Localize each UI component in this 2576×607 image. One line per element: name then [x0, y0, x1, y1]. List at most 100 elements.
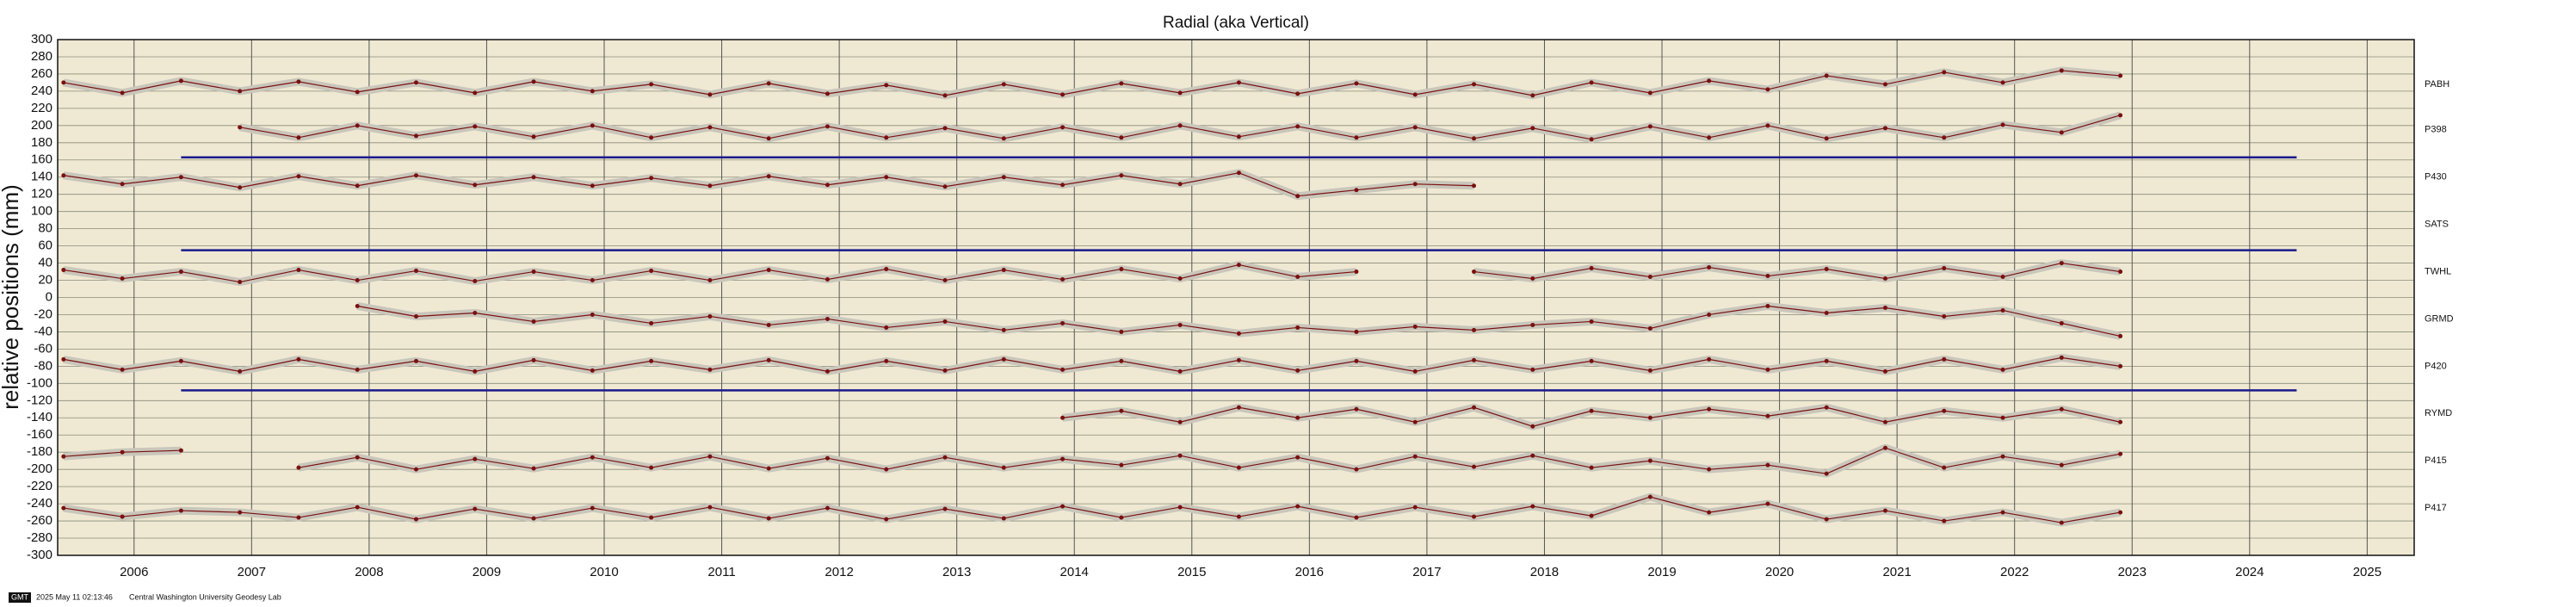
data-point: [1882, 82, 1887, 87]
data-point: [1119, 358, 1124, 363]
data-point: [1647, 124, 1652, 129]
data-point: [1589, 358, 1594, 363]
data-point: [1472, 183, 1477, 189]
data-point: [1530, 424, 1535, 429]
data-point: [1942, 356, 1947, 362]
x-tick-label: 2018: [1530, 565, 1559, 579]
data-point: [1707, 135, 1712, 140]
x-tick-label: 2010: [590, 565, 618, 579]
data-point: [61, 454, 66, 459]
data-point: [2118, 333, 2123, 338]
data-point: [355, 90, 360, 95]
data-point: [1177, 505, 1183, 510]
logo: GMT: [11, 592, 28, 601]
data-point: [473, 310, 478, 315]
data-point: [1647, 325, 1652, 331]
data-point: [1824, 267, 1829, 272]
data-point: [296, 515, 301, 520]
y-tick-label: -280: [27, 530, 53, 545]
data-point: [1942, 313, 1947, 319]
data-point: [414, 517, 419, 522]
data-point: [61, 356, 66, 362]
data-point: [1412, 92, 1418, 97]
data-point: [2000, 454, 2005, 459]
data-point: [238, 89, 243, 94]
data-point: [1177, 276, 1183, 282]
data-point: [766, 516, 771, 521]
data-point: [1119, 81, 1124, 86]
data-point: [1001, 136, 1006, 141]
data-point: [1354, 329, 1359, 334]
data-point: [1236, 465, 1241, 470]
data-point: [1236, 357, 1241, 362]
station-label: GRMD: [2425, 313, 2454, 324]
station-label: P415: [2425, 455, 2447, 466]
data-point: [531, 466, 536, 471]
y-tick-label: 300: [31, 32, 53, 46]
data-point: [120, 276, 125, 282]
data-point: [1119, 329, 1124, 334]
x-tick-label: 2019: [1647, 565, 1676, 579]
data-point: [1177, 419, 1183, 424]
data-point: [531, 269, 536, 275]
data-point: [825, 455, 830, 461]
data-point: [590, 123, 595, 128]
data-point: [1354, 406, 1359, 412]
station-label: P417: [2425, 503, 2447, 513]
data-point: [531, 79, 536, 84]
y-tick-label: -40: [34, 324, 53, 338]
data-point: [825, 316, 830, 321]
data-point: [884, 83, 889, 88]
data-point: [1119, 408, 1124, 413]
data-point: [1824, 358, 1829, 363]
data-point: [1882, 508, 1887, 513]
data-point: [1119, 462, 1124, 468]
data-point: [355, 367, 360, 372]
data-point: [1707, 356, 1712, 362]
data-point: [1824, 405, 1829, 410]
data-point: [1530, 322, 1535, 327]
data-point: [2118, 363, 2123, 369]
data-point: [1647, 275, 1652, 280]
data-point: [355, 183, 360, 189]
data-point: [2059, 320, 2064, 325]
data-point: [473, 369, 478, 374]
data-point: [1472, 514, 1477, 519]
logo-box: [9, 592, 31, 603]
data-point: [1236, 405, 1241, 410]
x-tick-label: 2017: [1412, 565, 1441, 579]
data-point: [1119, 515, 1124, 520]
data-point: [2118, 113, 2123, 118]
data-point: [2000, 307, 2005, 313]
y-tick-label: -240: [27, 496, 53, 511]
data-point: [1589, 408, 1594, 413]
data-point: [1060, 183, 1066, 188]
data-point: [1530, 453, 1535, 458]
x-tick-label: 2021: [1882, 565, 1911, 579]
data-point: [1001, 175, 1006, 180]
data-point: [942, 184, 948, 189]
data-point: [884, 467, 889, 472]
data-point: [1589, 266, 1594, 271]
data-point: [1354, 135, 1359, 140]
data-point: [2000, 275, 2005, 280]
y-tick-label: 240: [31, 84, 53, 98]
data-point: [1882, 445, 1887, 450]
data-point: [414, 269, 419, 274]
data-point: [1765, 501, 1770, 506]
station-label: PABH: [2425, 79, 2449, 90]
data-point: [296, 174, 301, 179]
data-point: [1765, 462, 1770, 468]
y-tick-label: -160: [27, 427, 53, 442]
data-point: [590, 368, 595, 373]
data-point: [1060, 320, 1066, 325]
data-point: [1765, 413, 1770, 418]
data-point: [1647, 494, 1652, 499]
data-point: [825, 91, 830, 96]
data-point: [1119, 173, 1124, 178]
data-point: [1295, 504, 1300, 509]
data-point: [355, 505, 360, 510]
data-point: [1295, 368, 1300, 373]
data-point: [2059, 406, 2064, 412]
data-point: [1295, 455, 1300, 460]
